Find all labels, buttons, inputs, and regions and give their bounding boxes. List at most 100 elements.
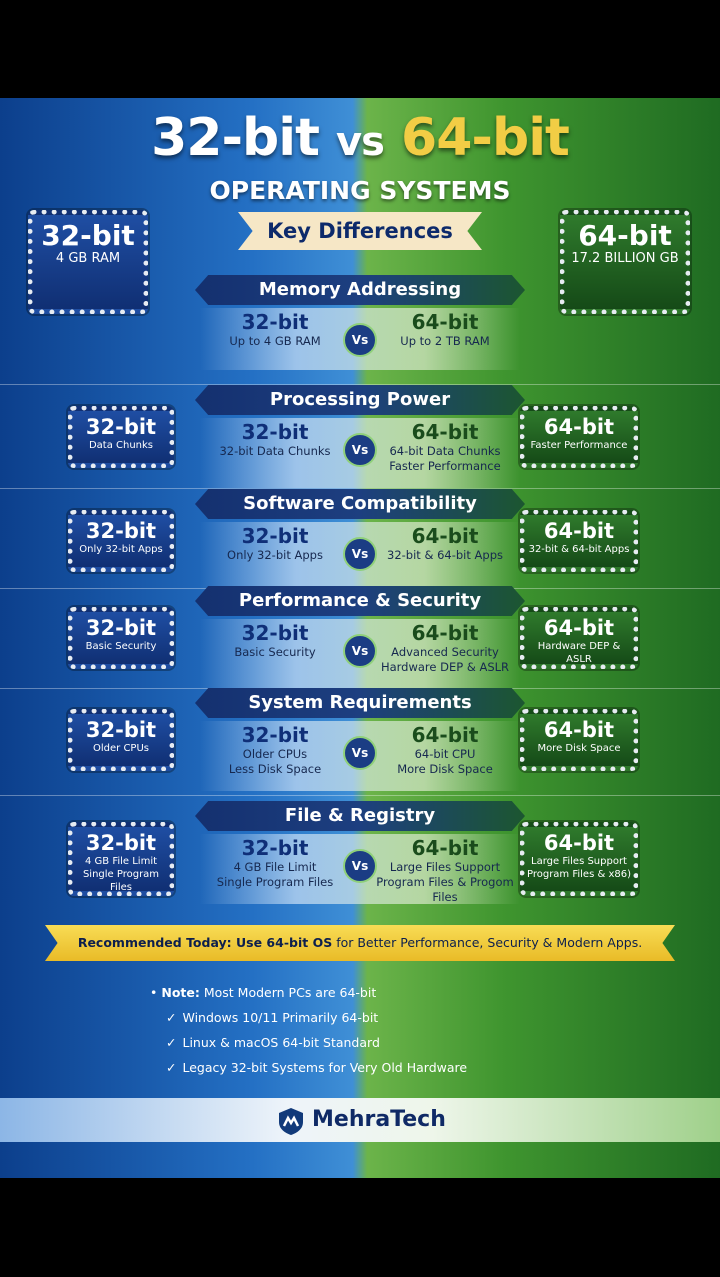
compare-line: Single Program Files [216,875,334,889]
vs-badge: Vs [343,433,377,467]
chip-line: Program Files & x86) [526,869,631,880]
compare-line: Faster Performance [389,459,501,473]
chip: 64-bit Large Files Support Program Files &… [520,822,638,896]
subtitle: OPERATING SYSTEMS [209,176,511,205]
chip: 64-bit Faster Performance [520,406,638,468]
compare-line: Up to 4 GB RAM [229,334,321,348]
chip-line: 17.2 BILLION GB [571,251,679,266]
notes: • Note: Most Modern PCs are 64-bit ✓ Wind… [150,980,467,1080]
compare-line: 64-bit Data Chunks [389,444,501,458]
compare-right: 64-bit Advanced Security Hardware DEP & AS… [370,621,520,675]
compare-title: 32-bit [241,723,309,747]
compare-title: 64-bit [411,310,479,334]
vs-badge: Vs [343,634,377,668]
chip: 32-bit 4 GB File Limit Single Program File… [68,822,174,896]
chip-line: 32-bit & 64-bit Apps [528,544,630,555]
note-item: ✓ Linux & macOS 64-bit Standard [150,1030,467,1055]
chip: 64-bit More Disk Space [520,709,638,771]
compare-left: 32-bit 32-bit Data Chunks [200,420,350,459]
check: ✓ [166,1035,177,1050]
compare-line: 32-bit Data Chunks [219,444,331,458]
section-heading: File & Registry [195,801,525,831]
chip-line: Older CPUs [93,743,149,754]
compare-title: 64-bit [411,524,479,548]
separator [0,488,720,489]
compare-line: 64-bit CPU [414,747,476,761]
chip-title: 32-bit [85,519,157,543]
compare-title: 64-bit [411,621,479,645]
title: 32-bit vs 64-bit [0,108,720,168]
compare-line: 4 GB File Limit [233,860,317,874]
banner-rest: for Better Performance, Security & Moder… [332,935,643,950]
chip-title: 32-bit [41,219,135,252]
section-heading: System Requirements [195,688,525,718]
vs-badge: Vs [343,736,377,770]
logo [279,1108,303,1135]
compare-left: 32-bit Up to 4 GB RAM [200,310,350,349]
note-line: • Note: Most Modern PCs are 64-bit [150,985,377,1000]
note-item: ✓ Legacy 32-bit Systems for Very Old Hard… [150,1055,467,1080]
compare-line: Only 32-bit Apps [227,548,323,562]
brand: MehraTech [312,1107,446,1132]
note-item: ✓ Windows 10/11 Primarily 64-bit [150,1005,467,1030]
banner-bold: Recommended Today: Use 64-bit OS [77,935,333,950]
compare-title: 32-bit [241,420,309,444]
chip-line: Hardware DEP & ASLR [537,641,621,665]
compare-title: 32-bit [241,621,309,645]
chip-title: 32-bit [85,616,157,640]
compare-line: Large Files Support [389,860,501,874]
compare-title: 32-bit [241,310,309,334]
note-label: Note: [161,985,200,1000]
note-item-text: Windows 10/11 Primarily 64-bit [182,1010,379,1025]
chip-title: 32-bit [85,831,157,855]
compare-line: Basic Security [234,645,316,659]
chip-line: Only 32-bit Apps [79,544,163,555]
compare-right: 64-bit 64-bit Data Chunks Faster Performan… [370,420,520,474]
check: ✓ [166,1010,177,1025]
chip-line: Single Program Files [82,869,160,893]
compare-left: 32-bit 4 GB File Limit Single Program File… [200,836,350,890]
infographic: 32-bit vs 64-bit OPERATING SYSTEMS Key D… [0,98,720,1178]
chip-line: Large Files Support [531,856,627,867]
title-right: 64-bit [401,108,570,168]
note-item-text: Legacy 32-bit Systems for Very Old Hardw… [182,1060,468,1075]
compare-right: 64-bit Large Files Support Program Files &… [370,836,520,905]
chip-title: 32-bit [85,718,157,742]
chip-line: Basic Security [85,641,157,652]
compare-title: 32-bit [241,524,309,548]
compare-line: Older CPUs [242,747,308,761]
separator [0,384,720,385]
section-heading: Software Compatibility [195,489,525,519]
chip: 32-bit Basic Security [68,607,174,669]
chip: 64-bit Hardware DEP & ASLR [520,607,638,669]
note-text: Most Modern PCs are 64-bit [203,985,377,1000]
compare-line: Up to 2 TB RAM [400,334,490,348]
chip-line: Faster Performance [530,440,628,451]
compare-line: 32-bit & 64-bit Apps [387,548,503,562]
compare-title: 64-bit [411,836,479,860]
compare-right: 64-bit 32-bit & 64-bit Apps [370,524,520,563]
compare-left: 32-bit Older CPUs Less Disk Space [200,723,350,777]
compare-title: 32-bit [241,836,309,860]
footer-bar [0,1098,720,1142]
chip-line: 4 GB RAM [55,251,121,266]
chip-title: 64-bit [543,718,615,742]
chip-title: 64-bit [543,616,615,640]
chip: 64-bit 17.2 BILLION GB [560,210,690,314]
banner: Recommended Today: Use 64-bit OS for Bet… [45,925,675,961]
chip: 32-bit 4 GB RAM [28,210,148,314]
chip-title: 64-bit [543,831,615,855]
note-item-text: Linux & macOS 64-bit Standard [182,1035,380,1050]
compare-right: 64-bit 64-bit CPU More Disk Space [370,723,520,777]
compare-right: 64-bit Up to 2 TB RAM [370,310,520,349]
chip-title: 64-bit [543,519,615,543]
section-heading: Memory Addressing [195,275,525,305]
section-heading: Processing Power [195,385,525,415]
check: ✓ [166,1060,177,1075]
chip-title: 64-bit [578,219,672,252]
vs-badge: Vs [343,323,377,357]
chip-line: 4 GB File Limit [84,856,158,867]
compare-line: Advanced Security [391,645,499,659]
compare-title: 64-bit [411,420,479,444]
